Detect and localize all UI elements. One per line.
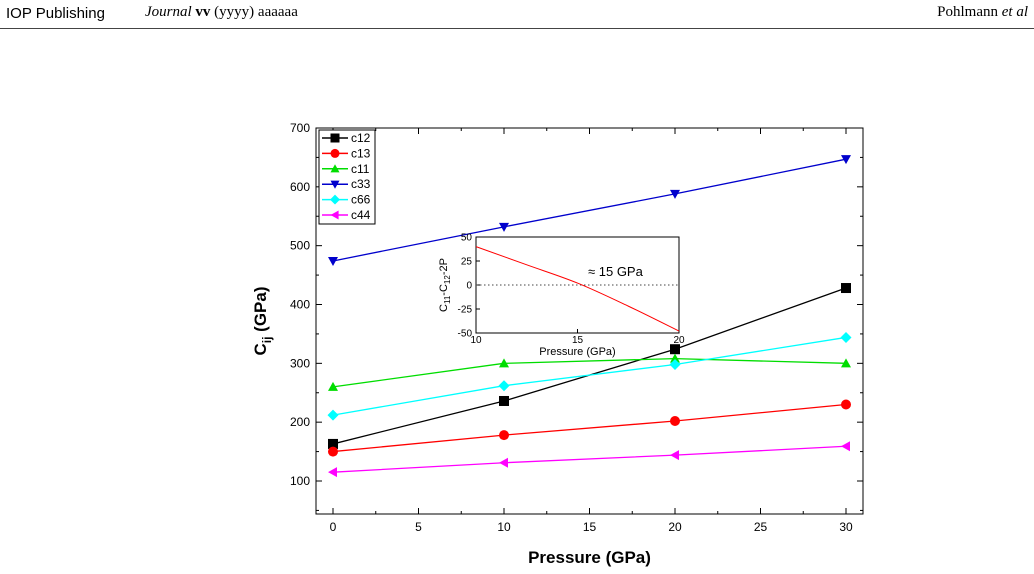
author-suffix: et al — [1001, 4, 1028, 20]
legend-label-c13: c13 — [351, 146, 371, 160]
inset-y-tick-label: 0 — [466, 281, 472, 292]
legend-box — [318, 129, 376, 225]
publisher-name: IOP Publishing — [6, 5, 105, 22]
data-point-c11 — [499, 358, 509, 368]
inset-x-axis-label: Pressure (GPa) — [539, 346, 615, 358]
data-point-c66 — [327, 409, 339, 421]
data-point-c33 — [841, 155, 851, 165]
data-point-c44 — [328, 467, 337, 478]
inset-x-tick-label: 20 — [673, 335, 685, 346]
author-name: Pohlmann — [937, 4, 998, 20]
journal-name: Journal — [145, 4, 192, 20]
data-point-c13 — [670, 415, 680, 426]
x-tick-label: 0 — [330, 520, 337, 534]
x-tick-label: 15 — [583, 520, 597, 534]
x-axis-label: Pressure (GPa) — [528, 548, 651, 567]
data-point-c13 — [328, 446, 338, 457]
author-line: Pohlmann et al — [937, 4, 1028, 21]
series-line-c66 — [332, 336, 847, 416]
series-line-c13 — [332, 403, 847, 453]
inset-y-tick-label: -25 — [458, 305, 473, 316]
data-point-c11 — [670, 353, 680, 363]
inset-y-tick-label: 25 — [461, 257, 473, 268]
legend-marker-c33 — [330, 180, 340, 189]
data-point-c12 — [328, 438, 338, 449]
legend-marker-c44 — [330, 210, 339, 220]
legend-marker-c66 — [330, 194, 340, 205]
x-tick-label: 5 — [415, 520, 422, 534]
y-tick-label: 100 — [290, 474, 310, 488]
data-point-c11 — [841, 358, 851, 368]
y-tick-label: 300 — [290, 356, 310, 370]
legend-label-c12: c12 — [351, 131, 371, 145]
inset-y-axis-label: C11-C12-2P — [438, 258, 452, 312]
journal-reference: Journal vv (yyyy) aaaaaa — [145, 4, 298, 21]
journal-year: (yyyy) — [214, 4, 255, 20]
inset-y-tick-label: 50 — [461, 233, 473, 244]
y-tick-label: 200 — [290, 415, 310, 429]
data-point-c66 — [498, 380, 510, 392]
page-header: IOP Publishing Journal vv (yyyy) aaaaaa … — [0, 0, 1034, 29]
y-tick-label: 500 — [290, 239, 310, 253]
data-point-c33 — [328, 256, 338, 266]
x-tick-label: 30 — [839, 520, 853, 534]
data-point-c11 — [328, 381, 338, 391]
data-point-c12 — [499, 395, 509, 406]
data-point-c33 — [499, 222, 509, 232]
data-point-c13 — [841, 399, 851, 410]
y-tick-label: 600 — [290, 180, 310, 194]
inset-series-line — [475, 246, 680, 332]
data-point-c44 — [499, 457, 508, 468]
legend-marker-c12 — [330, 133, 340, 143]
inset-x-tick-label: 10 — [470, 335, 482, 346]
legend-label-c44: c44 — [351, 208, 371, 222]
journal-volume: vv — [195, 4, 211, 20]
data-point-c13 — [499, 430, 509, 441]
series-line-c11 — [332, 357, 847, 388]
legend-marker-c13 — [330, 148, 340, 158]
x-tick-label: 20 — [668, 520, 682, 534]
data-point-c12 — [670, 344, 680, 355]
y-tick-label: 400 — [290, 298, 310, 312]
data-point-c12 — [841, 283, 851, 294]
y-axis-label: Cij (GPa) — [251, 286, 274, 355]
data-point-c44 — [670, 450, 679, 461]
y-tick-label: 700 — [290, 121, 310, 135]
data-point-c44 — [841, 441, 850, 452]
x-tick-label: 10 — [497, 520, 511, 534]
inset-y-tick-label: -50 — [458, 329, 473, 340]
data-point-c66 — [840, 331, 852, 343]
data-point-c33 — [670, 189, 680, 199]
series-line-c33 — [332, 158, 847, 262]
legend-label-c11: c11 — [351, 162, 370, 176]
inset-annotation: ≈ 15 GPa — [588, 264, 644, 279]
legend-label-c33: c33 — [351, 177, 371, 191]
x-tick-label: 25 — [754, 520, 768, 534]
legend-label-c66: c66 — [351, 193, 371, 207]
legend-marker-c11 — [330, 164, 340, 173]
inset-x-tick-label: 15 — [572, 335, 584, 346]
series-line-c44 — [332, 445, 847, 473]
journal-article: aaaaaa — [257, 4, 298, 20]
data-point-c66 — [669, 359, 681, 371]
